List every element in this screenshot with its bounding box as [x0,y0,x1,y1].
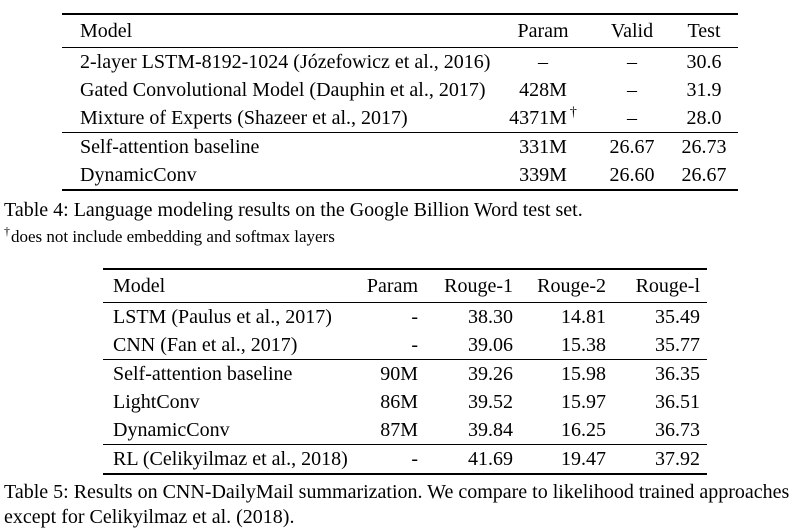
model-cell: Self-attention baseline [113,363,293,385]
table5-header-row: Model Param Rouge-1 Rouge-2 Rouge-l [103,269,707,303]
rouge1-cell-best: 39.84 [468,419,513,441]
column-header-rouge1: Rouge-1 [444,275,513,297]
table-row: Self-attention baseline 90M 39.26 15.98 … [103,359,707,389]
test-cell: 31.9 [686,79,722,101]
summarization-table-container: Model Param Rouge-1 Rouge-2 Rouge-l LSTM… [103,268,707,475]
column-header-test: Test [687,20,721,42]
language-modeling-table: Model Param Valid Test 2-layer LSTM-8192… [62,13,738,191]
rouge1-cell: 38.30 [468,306,513,328]
valid-cell: – [627,79,637,101]
valid-cell: 26.60 [609,164,655,186]
valid-cell: 26.67 [609,136,655,158]
rouge1-cell-best: 41.69 [468,448,513,470]
table-row: Self-attention baseline 331M 26.67 26.73 [62,132,738,162]
param-cell: 90M [380,363,418,385]
param-cell: 339M [519,164,567,186]
rouge2-cell-best: 16.25 [561,419,606,441]
footnote-text: does not include embedding and softmax l… [10,227,335,246]
column-header-model: Model [113,275,166,297]
model-cell: RL (Celikyilmaz et al., 2018) [113,448,348,470]
table-row: RL (Celikyilmaz et al., 2018) - 41.69 19… [103,444,707,475]
test-cell-best: 26.67 [681,164,727,186]
model-cell: LSTM (Paulus et al., 2017) [113,306,332,328]
table-row: DynamicConv 339M 26.60 26.67 [62,161,738,190]
param-cell: – [538,51,548,73]
rougel-cell: 35.77 [655,334,700,356]
param-value: 4371M [509,107,567,129]
test-cell: 30.6 [686,51,722,73]
table-row: LightConv 86M 39.52 15.97 36.51 [103,388,707,416]
model-cell: Mixture of Experts (Shazeer et al., 2017… [80,107,408,129]
model-cell: LightConv [113,391,200,413]
dagger-marker: † [4,224,10,239]
rouge2-cell-best: 19.47 [561,448,606,470]
rouge1-cell: 39.06 [468,334,513,356]
table4-caption: Table 4: Language modeling results on th… [4,199,583,221]
model-cell: Gated Convolutional Model (Dauphin et al… [80,79,486,101]
table5-caption: Table 5: Results on CNN-DailyMail summar… [4,481,790,528]
model-cell: CNN (Fan et al., 2017) [113,334,298,356]
column-header-param: Param [366,275,418,297]
table-row: DynamicConv 87M 39.84 16.25 36.73 [103,416,707,445]
column-header-rougel: Rouge-l [635,275,700,297]
rougel-cell-best: 36.73 [655,419,700,441]
valid-cell: – [627,51,637,73]
table4-header-row: Model Param Valid Test [62,14,738,48]
param-cell: 428M [519,79,567,101]
column-header-param: Param [517,20,569,42]
table4-footnote: †does not include embedding and softmax … [4,224,784,248]
table-row: Gated Convolutional Model (Dauphin et al… [62,76,738,104]
model-cell: 2-layer LSTM-8192-1024 (Józefowicz et al… [80,51,491,73]
language-modeling-table-container: Model Param Valid Test 2-layer LSTM-8192… [62,13,738,191]
param-cell: 87M [380,419,418,441]
rouge2-cell: 14.81 [561,306,606,328]
rouge2-cell: 15.97 [561,391,606,413]
param-cell: 331M [519,136,567,158]
rouge2-cell: 15.38 [561,334,606,356]
rouge2-cell: 15.98 [561,363,606,385]
param-cell: 86M [380,391,418,413]
column-header-rouge2: Rouge-2 [537,275,606,297]
summarization-table: Model Param Rouge-1 Rouge-2 Rouge-l LSTM… [103,268,707,475]
param-cell: - [411,448,418,470]
table-row: CNN (Fan et al., 2017) - 39.06 15.38 35.… [103,331,707,360]
table-row: LSTM (Paulus et al., 2017) - 38.30 14.81… [103,303,707,332]
rougel-cell: 36.35 [655,363,700,385]
model-cell: DynamicConv [113,419,230,441]
table-row: 2-layer LSTM-8192-1024 (Józefowicz et al… [62,48,738,77]
table-row: Mixture of Experts (Shazeer et al., 2017… [62,104,738,133]
rougel-cell-best: 37.92 [655,448,700,470]
model-cell: DynamicConv [80,164,197,186]
rouge1-cell: 39.52 [468,391,513,413]
param-cell: - [411,334,418,356]
param-cell: - [411,306,418,328]
param-cell: 4371M † [492,104,594,133]
model-cell: Self-attention baseline [80,136,260,158]
test-cell: 28.0 [686,107,722,129]
rougel-cell: 36.51 [655,391,700,413]
valid-cell: – [627,107,637,129]
column-header-valid: Valid [610,20,654,42]
test-cell: 26.73 [681,136,727,158]
rouge1-cell: 39.26 [468,363,513,385]
column-header-model: Model [80,20,133,42]
dagger-marker: † [569,105,577,121]
rougel-cell: 35.49 [655,306,700,328]
